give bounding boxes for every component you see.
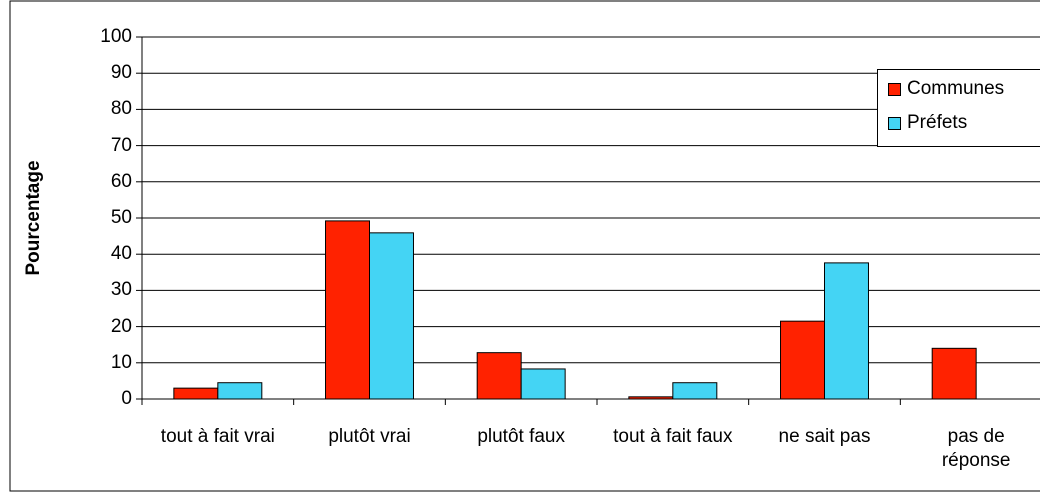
x-tick-label: pas de réponse bbox=[941, 426, 1011, 471]
bar bbox=[672, 382, 718, 400]
bar bbox=[173, 387, 219, 400]
y-tick-label: 50 bbox=[110, 207, 132, 228]
legend: Communes Préfets bbox=[877, 69, 1040, 147]
y-tick-label: 10 bbox=[110, 351, 132, 373]
bar bbox=[476, 352, 522, 400]
y-axis-title: Pourcentage bbox=[23, 160, 44, 276]
y-tick-label: 40 bbox=[110, 243, 132, 265]
chart-border bbox=[9, 0, 1040, 492]
legend-item: Préfets bbox=[888, 112, 967, 134]
legend-item: Communes bbox=[888, 78, 1004, 100]
y-tick-label: 20 bbox=[110, 315, 132, 337]
y-tick-label: 30 bbox=[110, 279, 132, 301]
y-tick-label: 90 bbox=[110, 62, 132, 84]
x-tick-label: tout à fait vrai bbox=[160, 426, 275, 447]
bar bbox=[780, 320, 825, 400]
y-tick-label: 100 bbox=[100, 26, 132, 47]
bar bbox=[520, 368, 566, 400]
legend-swatch bbox=[888, 116, 901, 130]
y-tick-label: 60 bbox=[110, 170, 132, 192]
legend-label: Communes bbox=[907, 78, 1005, 99]
legend-label: Préfets bbox=[907, 112, 968, 133]
y-tick-label: 80 bbox=[110, 98, 132, 120]
bar bbox=[369, 232, 414, 400]
bar bbox=[931, 347, 977, 400]
legend-swatch bbox=[888, 82, 901, 96]
x-tick-label: plutôt vrai bbox=[328, 426, 411, 447]
x-tick-label: plutôt faux bbox=[477, 426, 565, 447]
x-tick-label: tout à fait faux bbox=[613, 426, 733, 447]
bar bbox=[628, 396, 674, 400]
bar bbox=[325, 220, 370, 400]
x-tick-label: ne sait pas bbox=[778, 426, 871, 447]
bar bbox=[217, 382, 263, 400]
bar bbox=[824, 262, 869, 400]
y-tick-label: 70 bbox=[110, 134, 132, 156]
y-tick-label: 0 bbox=[121, 388, 132, 409]
